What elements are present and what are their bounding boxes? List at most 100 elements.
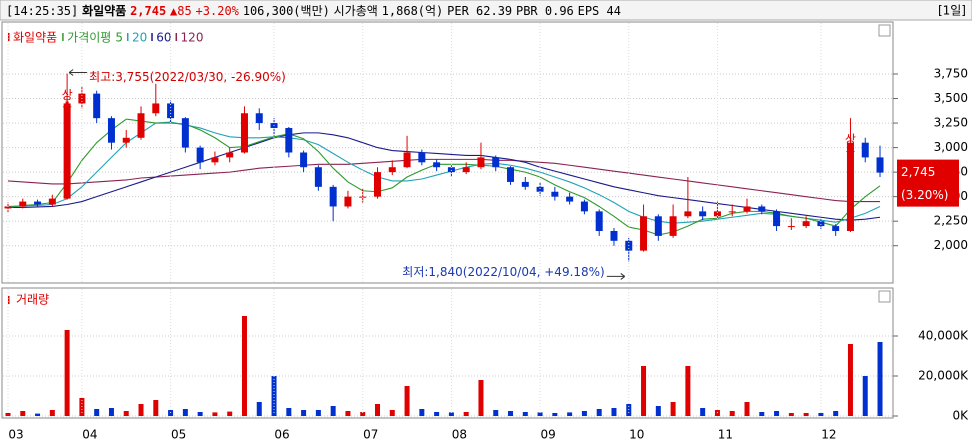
volume-bar [49,410,55,416]
header-bar [0,0,972,21]
y-tick-label: 3,250 [934,116,968,130]
limit-up-arrow [62,101,72,112]
limit-up-arrow [845,146,855,157]
candle-body [48,198,56,205]
volume-bar [241,316,247,416]
volume-bar [759,412,765,416]
volume-bar [744,402,750,416]
candle-body [477,157,485,168]
volume-bar [581,411,587,416]
legend-tick [175,33,178,41]
legend-label: 5 [115,31,123,45]
volume-bar [493,410,499,416]
y-tick-label: 2,000 [934,238,968,252]
legend-tick [8,33,10,41]
volume-bar [818,413,824,416]
volume-bar [153,400,159,416]
price: 2,745 [130,4,166,18]
pane-button[interactable] [878,24,891,37]
legend: 화일약품 가격이평 5 20 60 120 [8,30,203,45]
volume-bar [360,412,366,416]
pane-button[interactable] [878,290,891,303]
last-price-box [897,159,959,207]
candle-body [374,172,381,197]
candle-body [344,196,352,207]
candle-body [492,157,500,168]
candle-body [418,152,426,163]
volume-bar [596,409,602,416]
candle-body [4,206,12,209]
candle-body [684,211,692,217]
mcap-label: 시가총액 [334,4,378,18]
candle-body [566,196,574,202]
volume-bar [108,408,114,416]
candle-body [802,221,810,227]
volume-bar [94,409,100,416]
moving-average [7,118,881,236]
volume-bar [463,412,469,416]
volume-bar [788,413,794,416]
legend-label: 화일약품 [13,30,57,45]
eps: EPS 44 [578,4,621,18]
high-arrow [68,69,88,76]
legend-label: 20 [132,31,147,45]
volume-bar [877,342,883,416]
candle-body [329,186,337,207]
candle-body [817,221,825,227]
candle-body [34,201,42,205]
candle-body [63,103,71,199]
volume-bar [611,408,617,416]
candle-body [861,142,869,158]
x-tick-label: 06 [274,428,289,442]
candle-body [255,113,263,124]
volume-bar [35,413,41,416]
stock-name: 화일약품 [82,3,126,18]
legend-tick [151,33,153,41]
volume-bar [197,412,203,416]
per: PER 62.39 [447,4,512,18]
candle-body [743,206,751,212]
volume-bar [508,411,514,416]
y-tick-label: 3,750 [934,67,968,81]
volume-bar [20,411,26,416]
candle-body [403,152,411,168]
candle-body [137,113,145,138]
volume-bar [522,412,528,416]
limit-up-label: 상 [845,133,856,147]
mcap: 1,868(억) [382,4,444,18]
candle-body [832,226,840,231]
limit-up-label: 상 [62,88,73,102]
volume-bar [434,412,440,416]
volume-bar [537,412,543,416]
candle-body [300,152,308,168]
volume-bar [847,344,853,416]
candle-body [580,201,588,212]
candle-body [713,211,721,217]
candle-body [699,211,707,217]
price-pane [1,21,894,284]
change-pct: +3.20% [196,4,240,18]
x-tick-label: 05 [171,428,186,442]
legend-tick [8,296,10,304]
legend-label: 60 [156,31,171,45]
x-tick-label: 03 [8,428,23,442]
y-tick-label: 2,250 [934,214,968,228]
volume-bar [345,411,351,416]
candle-body [181,118,189,148]
candle-body [521,181,529,187]
y-tick-label: 40,000K [918,329,969,343]
volume-pane [1,287,894,419]
candle-body [669,216,677,236]
volume-bar [655,406,661,416]
legend-tick [126,33,129,41]
candle-body [595,211,603,231]
volume-bar [286,408,292,416]
legend-label: 가격이평 [67,31,111,45]
candle-body [787,226,795,228]
volume-bar [833,411,839,416]
period: [1일] [938,4,966,18]
candle-body [846,142,854,231]
volume-bar [641,366,647,416]
volume-bar [567,412,573,416]
